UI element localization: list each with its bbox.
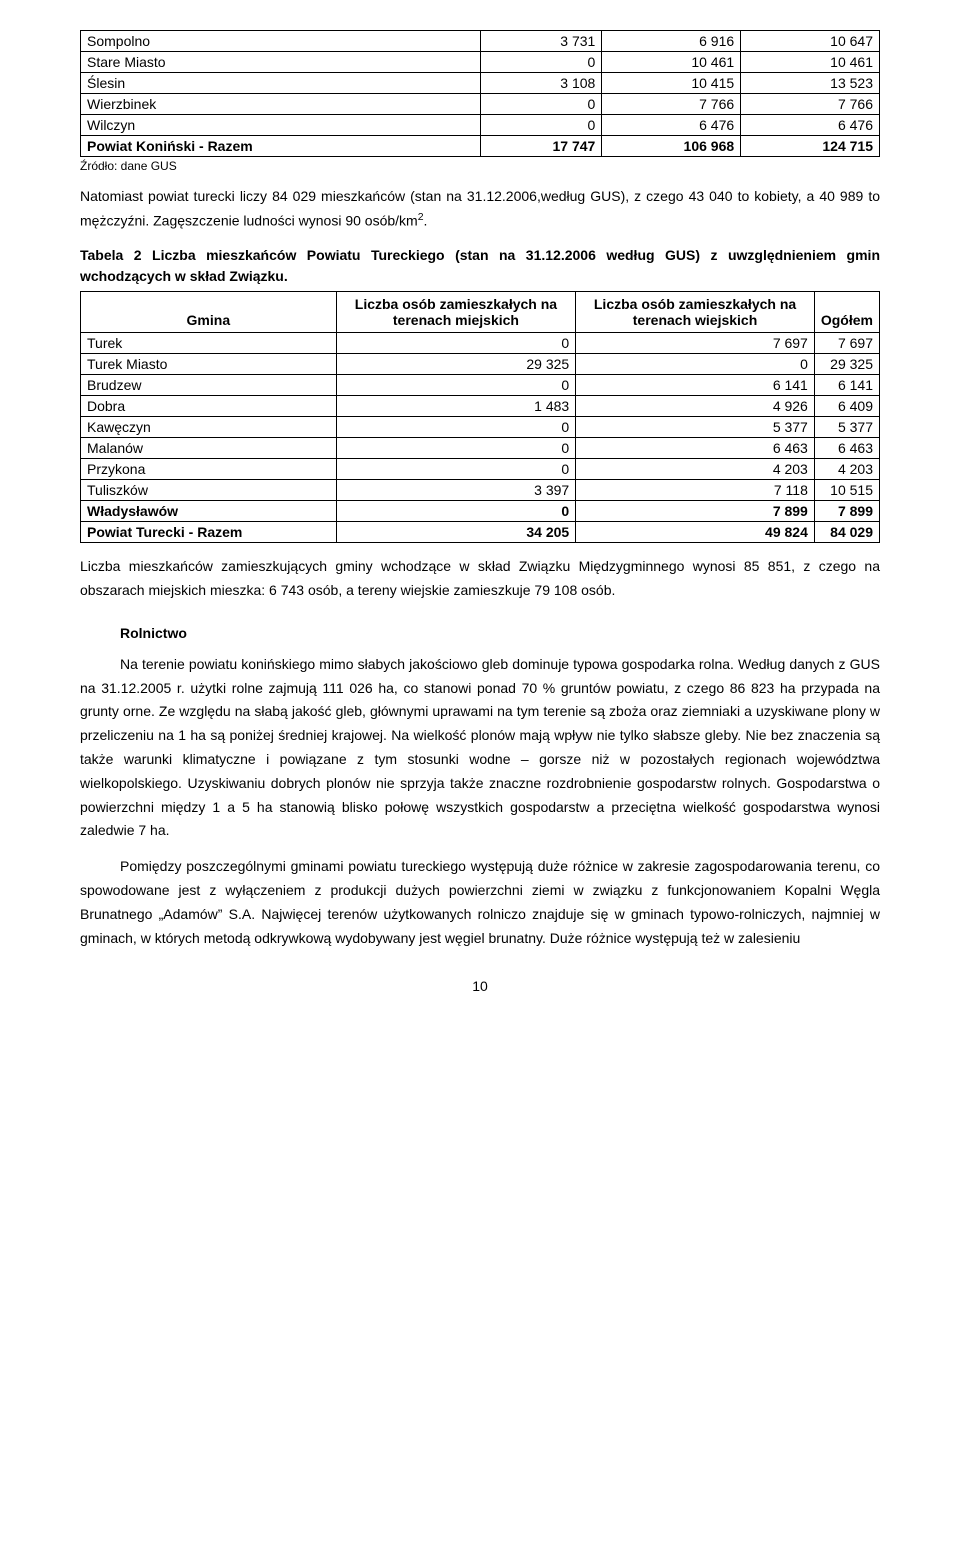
table-row: Brudzew06 1416 141 bbox=[81, 375, 880, 396]
table-cell: Brudzew bbox=[81, 375, 337, 396]
table-cell: 10 647 bbox=[741, 31, 880, 52]
table-cell: 6 141 bbox=[576, 375, 815, 396]
table-cell: 7 899 bbox=[814, 501, 879, 522]
table-cell: 6 463 bbox=[576, 438, 815, 459]
table-cell: 1 483 bbox=[336, 396, 576, 417]
table-cell: Malanów bbox=[81, 438, 337, 459]
paragraph-turecki-pop: Natomiast powiat turecki liczy 84 029 mi… bbox=[80, 185, 880, 233]
table-cell: Kawęczyn bbox=[81, 417, 337, 438]
table-cell: Powiat Turecki - Razem bbox=[81, 522, 337, 543]
table-cell: 7 899 bbox=[576, 501, 815, 522]
table-cell: 0 bbox=[576, 354, 815, 375]
table-powiat-koninski: Sompolno3 7316 91610 647Stare Miasto010 … bbox=[80, 30, 880, 157]
table-cell: 0 bbox=[336, 417, 576, 438]
table-cell: 4 203 bbox=[814, 459, 879, 480]
table-cell: 7 118 bbox=[576, 480, 815, 501]
table-cell: 6 476 bbox=[741, 115, 880, 136]
table-cell: 7 697 bbox=[576, 333, 815, 354]
table-cell: 10 461 bbox=[602, 52, 741, 73]
table-row: Wilczyn06 4766 476 bbox=[81, 115, 880, 136]
table-cell: 5 377 bbox=[814, 417, 879, 438]
table-row: Sompolno3 7316 91610 647 bbox=[81, 31, 880, 52]
table2-caption: Tabela 2 Liczba mieszkańców Powiatu Ture… bbox=[80, 245, 880, 287]
table-cell: 4 926 bbox=[576, 396, 815, 417]
table-cell: 17 747 bbox=[480, 136, 602, 157]
table-cell: 29 325 bbox=[814, 354, 879, 375]
table-cell: 7 697 bbox=[814, 333, 879, 354]
table-cell: 7 766 bbox=[741, 94, 880, 115]
table-cell: 0 bbox=[480, 115, 602, 136]
table-cell: 0 bbox=[336, 375, 576, 396]
table-cell: 3 731 bbox=[480, 31, 602, 52]
table-cell: 49 824 bbox=[576, 522, 815, 543]
table-cell: 0 bbox=[336, 501, 576, 522]
table-cell: 6 141 bbox=[814, 375, 879, 396]
table-cell: 6 409 bbox=[814, 396, 879, 417]
table-row: Kawęczyn05 3775 377 bbox=[81, 417, 880, 438]
table-row: Powiat Turecki - Razem34 20549 82484 029 bbox=[81, 522, 880, 543]
para1-text: Natomiast powiat turecki liczy 84 029 mi… bbox=[80, 188, 880, 228]
table-cell: 29 325 bbox=[336, 354, 576, 375]
table-cell: 124 715 bbox=[741, 136, 880, 157]
table-cell: Ślesin bbox=[81, 73, 481, 94]
table-cell: 0 bbox=[336, 438, 576, 459]
table-cell: 10 515 bbox=[814, 480, 879, 501]
table-cell: Stare Miasto bbox=[81, 52, 481, 73]
table-cell: 6 916 bbox=[602, 31, 741, 52]
table-cell: 0 bbox=[480, 94, 602, 115]
table-cell: 7 766 bbox=[602, 94, 741, 115]
table-row: Turek07 6977 697 bbox=[81, 333, 880, 354]
table-row: Tuliszków3 3977 11810 515 bbox=[81, 480, 880, 501]
table-row: Wierzbinek07 7667 766 bbox=[81, 94, 880, 115]
table-cell: 0 bbox=[480, 52, 602, 73]
table-row: Malanów06 4636 463 bbox=[81, 438, 880, 459]
table-row: Stare Miasto010 46110 461 bbox=[81, 52, 880, 73]
table-row: Władysławów07 8997 899 bbox=[81, 501, 880, 522]
table-row: Dobra1 4834 9266 409 bbox=[81, 396, 880, 417]
table-cell: 4 203 bbox=[576, 459, 815, 480]
table-row: Powiat Koniński - Razem17 747106 968124 … bbox=[81, 136, 880, 157]
table-cell: Przykona bbox=[81, 459, 337, 480]
table-cell: 3 397 bbox=[336, 480, 576, 501]
page-container: Sompolno3 7316 91610 647Stare Miasto010 … bbox=[0, 0, 960, 1034]
t2-head-ogolem: Ogółem bbox=[814, 292, 879, 333]
t2-head-gmina: Gmina bbox=[81, 292, 337, 333]
table-cell: 6 476 bbox=[602, 115, 741, 136]
table-cell: Sompolno bbox=[81, 31, 481, 52]
para1-end: . bbox=[424, 212, 428, 228]
table-cell: Powiat Koniński - Razem bbox=[81, 136, 481, 157]
table-row: Turek Miasto29 325029 325 bbox=[81, 354, 880, 375]
table-cell: Władysławów bbox=[81, 501, 337, 522]
table-cell: 6 463 bbox=[814, 438, 879, 459]
table-cell: 106 968 bbox=[602, 136, 741, 157]
t2-head-miejskie: Liczba osób zamieszkałych na terenach mi… bbox=[336, 292, 576, 333]
paragraph-rolnictwo-1: Na terenie powiatu konińskiego mimo słab… bbox=[80, 653, 880, 843]
table-cell: 10 415 bbox=[602, 73, 741, 94]
table-powiat-turecki: Gmina Liczba osób zamieszkałych na teren… bbox=[80, 291, 880, 543]
table-cell: 34 205 bbox=[336, 522, 576, 543]
table-cell: 3 108 bbox=[480, 73, 602, 94]
table-row: Ślesin3 10810 41513 523 bbox=[81, 73, 880, 94]
table-cell: Turek Miasto bbox=[81, 354, 337, 375]
section-heading-rolnictwo: Rolnictwo bbox=[80, 625, 880, 641]
table-row: Przykona04 2034 203 bbox=[81, 459, 880, 480]
page-number: 10 bbox=[80, 978, 880, 994]
table-cell: Turek bbox=[81, 333, 337, 354]
paragraph-zwiazek: Liczba mieszkańców zamieszkujących gminy… bbox=[80, 555, 880, 603]
table-cell: 0 bbox=[336, 333, 576, 354]
table1-source: Źródło: dane GUS bbox=[80, 159, 880, 173]
table-cell: Wierzbinek bbox=[81, 94, 481, 115]
paragraph-rolnictwo-2: Pomiędzy poszczególnymi gminami powiatu … bbox=[80, 855, 880, 950]
table-cell: 0 bbox=[336, 459, 576, 480]
table-cell: 13 523 bbox=[741, 73, 880, 94]
table-cell: Wilczyn bbox=[81, 115, 481, 136]
table-cell: 10 461 bbox=[741, 52, 880, 73]
table-cell: 5 377 bbox=[576, 417, 815, 438]
t2-head-wiejskie: Liczba osób zamieszkałych na terenach wi… bbox=[576, 292, 815, 333]
table-cell: 84 029 bbox=[814, 522, 879, 543]
table-cell: Tuliszków bbox=[81, 480, 337, 501]
table-cell: Dobra bbox=[81, 396, 337, 417]
